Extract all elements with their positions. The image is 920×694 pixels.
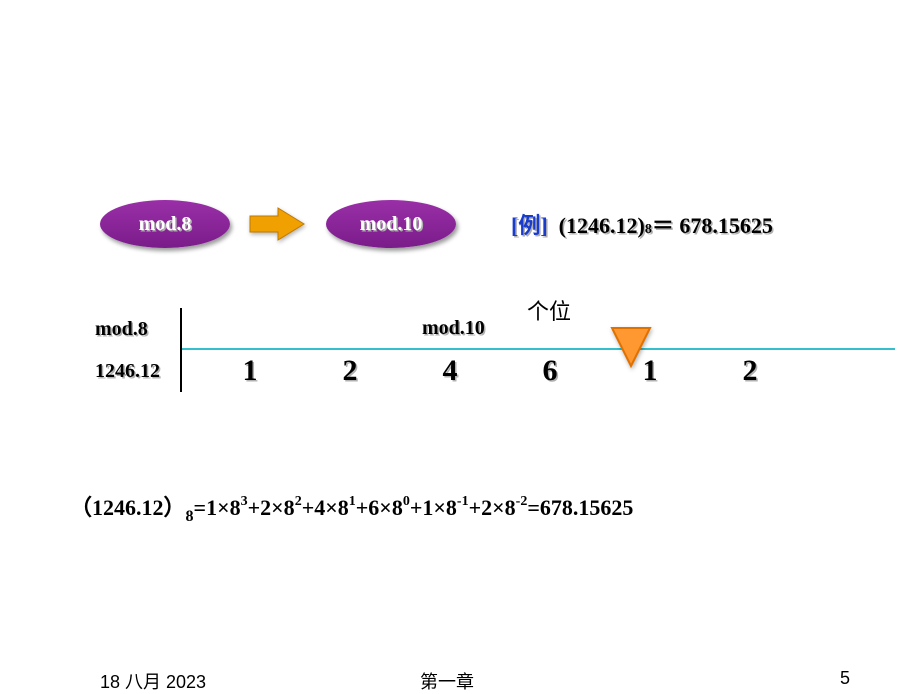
left-header: mod.8	[95, 308, 160, 350]
formula-subscript: 8	[186, 508, 194, 526]
arrow-right-icon	[248, 206, 308, 242]
left-value: 1246.12	[95, 350, 160, 392]
equals-sign: ＝	[652, 208, 674, 240]
bracket-close: ]	[540, 213, 547, 239]
digit: 2	[300, 354, 400, 388]
formula-eq: =	[194, 495, 207, 521]
unit-place-label: 个位	[527, 294, 571, 326]
example-word: 例	[518, 208, 540, 240]
formula-expansion: 1×83+2×82+4×81+6×80+1×8-1+2×8-2	[206, 495, 527, 521]
example-number: (1246.12)	[559, 213, 645, 239]
example-subscript: 8	[645, 222, 652, 238]
formula-left: （1246.12）	[70, 490, 186, 522]
digit: 4	[400, 354, 500, 388]
formula-result: =678.15625	[527, 495, 633, 521]
conversion-header: mod.8 mod.10 [例] (1246.12) 8 ＝ 678.15625	[100, 200, 870, 248]
digits-row: 1 2 4 6 1 2	[182, 350, 895, 392]
table-body: mod.8 1246.12 mod.10 1 2 4 6 1 2	[95, 308, 895, 392]
example-expression: [例] (1246.12) 8 ＝ 678.15625	[511, 208, 773, 240]
digit-table: 个位 mod.8 1246.12 mod.10 1 2 4 6 1 2	[95, 308, 895, 392]
digit: 2	[700, 354, 800, 388]
ellipse-mod8: mod.8	[100, 200, 230, 248]
triangle-down-icon	[610, 326, 652, 375]
digit: 6	[500, 354, 600, 388]
footer-date: 18 八月 2023	[100, 668, 206, 694]
expansion-formula: （1246.12）8= 1×83+2×82+4×81+6×80+1×8-1+2×…	[70, 490, 633, 522]
table-left-column: mod.8 1246.12	[95, 308, 182, 392]
footer-page-number: 5	[840, 668, 850, 689]
digit: 1	[200, 354, 300, 388]
example-result: 678.15625	[679, 213, 773, 239]
footer-title: 第一章	[420, 668, 474, 694]
bracket-open: [	[511, 213, 518, 239]
ellipse-mod10: mod.10	[326, 200, 456, 248]
